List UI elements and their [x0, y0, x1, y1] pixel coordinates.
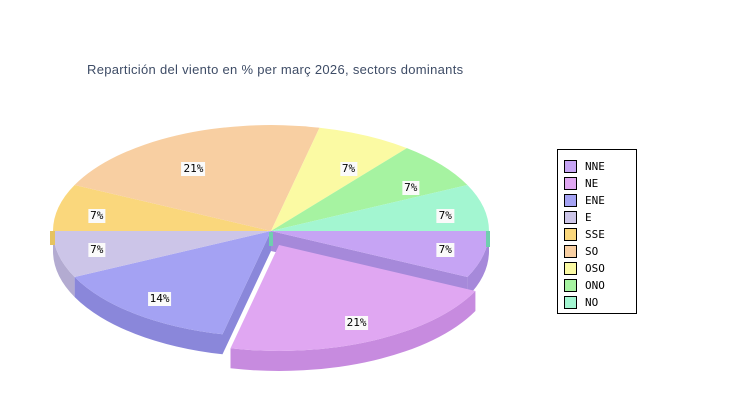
legend: NNE NE ENE E SSE SO OSO ONO NO [557, 149, 637, 314]
legend-label: NO [585, 296, 599, 309]
pie-side-sliver [50, 231, 55, 245]
legend-swatch [564, 160, 577, 173]
legend-swatch [564, 194, 577, 207]
legend-label: SSE [585, 228, 605, 241]
pie-slice-SO-top [74, 125, 320, 231]
legend-item-ENE: ENE [558, 192, 636, 209]
pie-slice-ENE-rim [74, 277, 223, 355]
slice-label-ONO: 7% [402, 181, 420, 196]
pie-slice-OSO-top [271, 127, 407, 231]
legend-item-E: E [558, 209, 636, 226]
chart-title: Repartición del viento en % per març 202… [87, 62, 464, 77]
pie-slice-SSE-top [53, 185, 271, 231]
pie-slice-E-rim [53, 231, 75, 297]
pie-slice-NO-top [271, 185, 489, 231]
slice-label-E: 7% [88, 243, 106, 258]
legend-item-NNE: NNE [558, 158, 636, 175]
pie-slice-NNE-top [271, 231, 489, 277]
pie-side-sliver [486, 231, 490, 247]
slice-label-NNE: 7% [436, 243, 454, 258]
pie-slice-NE-rim [230, 291, 476, 371]
legend-swatch [564, 228, 577, 241]
legend-swatch [564, 211, 577, 224]
pie-side-sliver [269, 232, 273, 246]
legend-label: ONO [585, 279, 605, 292]
pie-slice-NE-top [230, 245, 476, 351]
legend-item-ONO: ONO [558, 277, 636, 294]
legend-label: NE [585, 177, 599, 190]
pie-slice-E-top [53, 231, 271, 277]
slice-label-OSO: 7% [339, 161, 358, 176]
slice-label-NE: 21% [344, 316, 369, 331]
slice-label-SSE: 7% [88, 208, 106, 223]
legend-swatch [564, 279, 577, 292]
legend-item-NO: NO [558, 294, 636, 311]
slice-label-SO: 21% [181, 161, 206, 176]
legend-label: ENE [585, 194, 605, 207]
legend-item-SSE: SSE [558, 226, 636, 243]
legend-item-SO: SO [558, 243, 636, 260]
legend-label: OSO [585, 262, 605, 275]
legend-swatch [564, 262, 577, 275]
legend-item-NE: NE [558, 175, 636, 192]
legend-swatch [564, 177, 577, 190]
pie-slice-ENE-cut-wall [222, 231, 271, 355]
slice-label-NO: 7% [436, 208, 454, 223]
legend-label: E [585, 211, 592, 224]
legend-item-OSO: OSO [558, 260, 636, 277]
pie-slice-ONO-top [271, 148, 468, 231]
pie-slice-ENE-top [74, 231, 271, 335]
legend-label: NNE [585, 160, 605, 173]
legend-swatch [564, 296, 577, 309]
slice-label-ENE: 14% [147, 291, 172, 306]
legend-label: SO [585, 245, 599, 258]
pie-slice-NNE-rim [467, 231, 489, 297]
legend-swatch [564, 245, 577, 258]
